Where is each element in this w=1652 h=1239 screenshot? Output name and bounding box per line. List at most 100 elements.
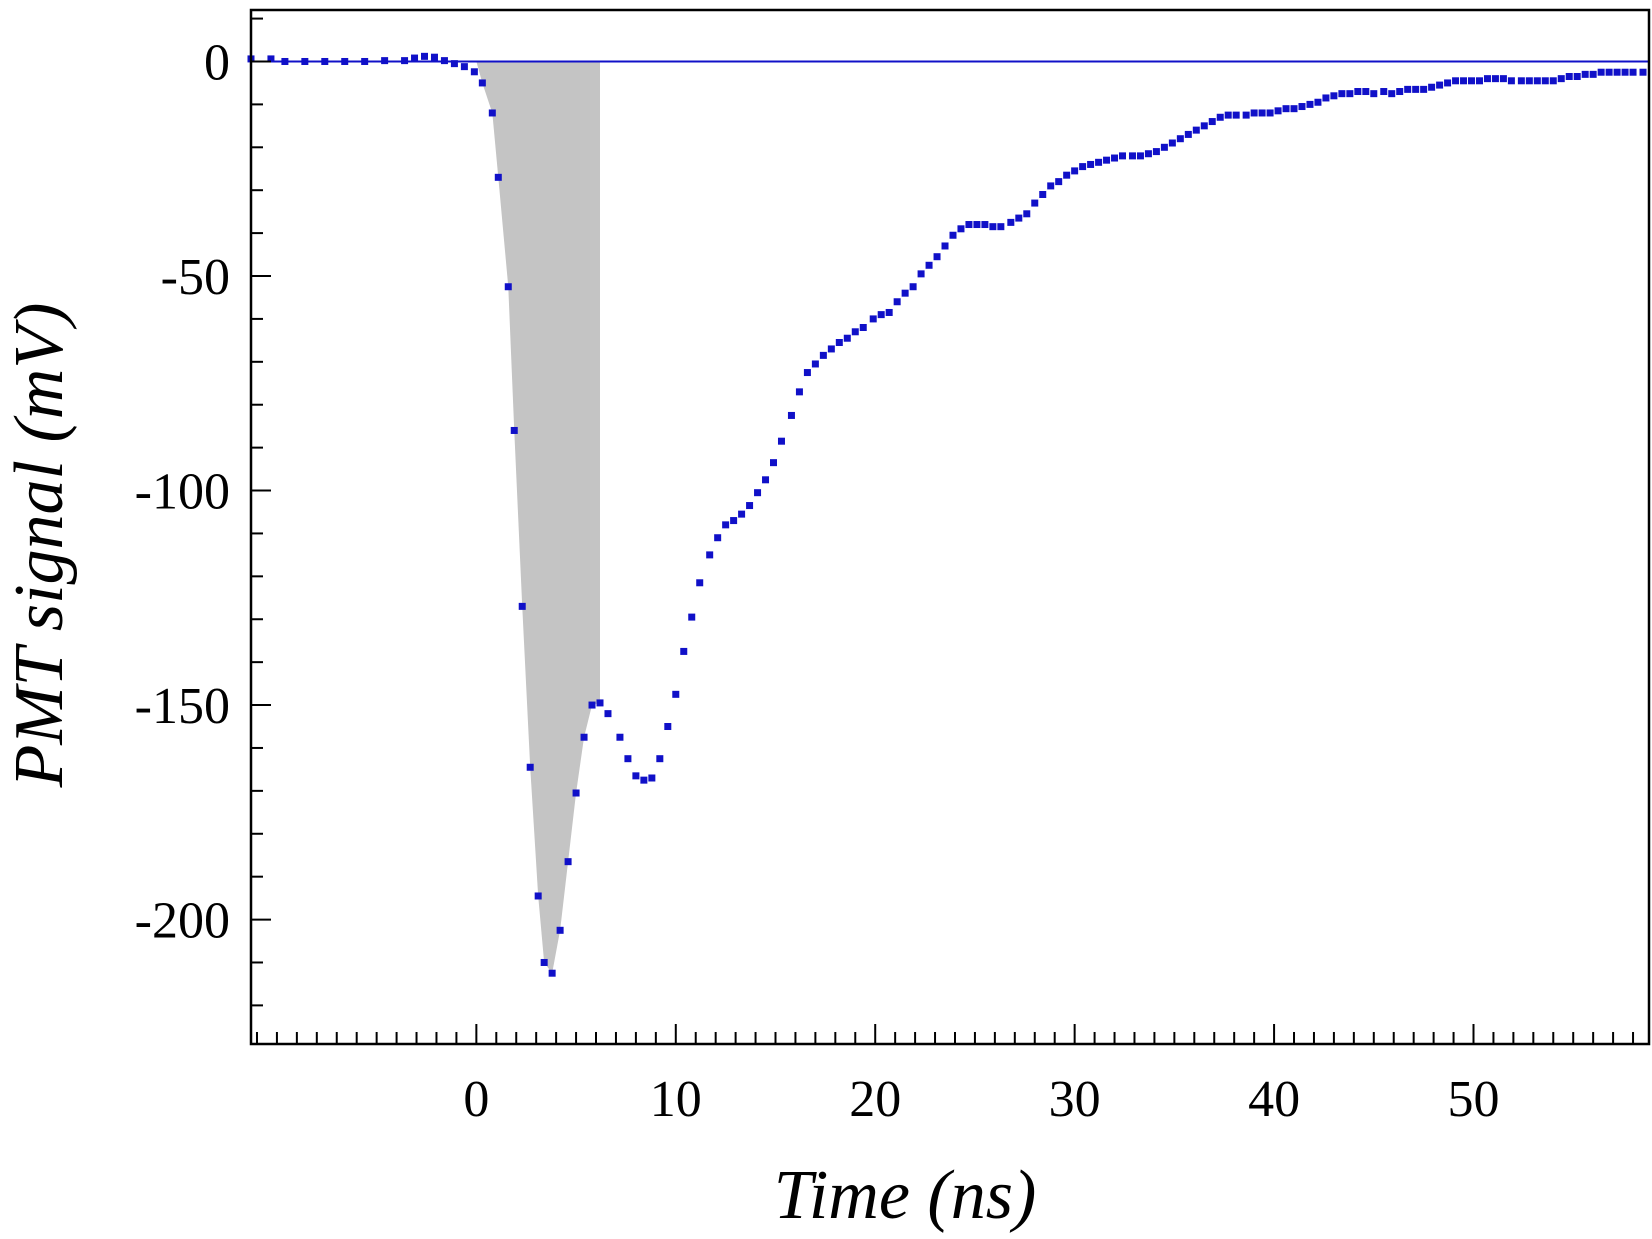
- data-point: [1144, 150, 1152, 158]
- data-point: [1362, 88, 1370, 96]
- data-point: [981, 221, 989, 229]
- data-point: [656, 755, 664, 763]
- data-point: [1282, 105, 1290, 113]
- data-point: [811, 360, 819, 368]
- data-point: [604, 710, 612, 718]
- data-point: [526, 763, 534, 771]
- data-point: [1015, 214, 1023, 222]
- data-point: [1330, 92, 1338, 100]
- data-point: [1549, 77, 1557, 85]
- data-point: [556, 926, 564, 934]
- data-point: [770, 459, 778, 467]
- y-tick-label: -150: [135, 678, 230, 735]
- data-point: [754, 489, 762, 497]
- data-point: [1491, 75, 1499, 83]
- data-point: [321, 57, 329, 65]
- data-point: [1208, 118, 1216, 126]
- data-point: [1533, 77, 1541, 85]
- data-point: [738, 510, 746, 518]
- data-point: [580, 733, 588, 741]
- data-point: [1023, 210, 1031, 218]
- data-point: [540, 958, 548, 966]
- data-point: [909, 283, 917, 291]
- data-point: [381, 57, 389, 65]
- data-point: [1063, 171, 1071, 179]
- data-point: [1507, 77, 1515, 85]
- data-point: [1557, 75, 1565, 83]
- data-point: [632, 772, 640, 780]
- data-point: [1541, 77, 1549, 85]
- data-point: [730, 517, 738, 525]
- data-point: [1071, 167, 1079, 175]
- data-point: [1597, 68, 1605, 76]
- data-point: [1103, 156, 1111, 164]
- x-tick-label: 10: [650, 1071, 702, 1128]
- data-point: [534, 892, 542, 900]
- data-point: [925, 261, 933, 269]
- data-points-layer: [247, 52, 1647, 977]
- data-point: [1152, 148, 1160, 156]
- data-point: [1475, 77, 1483, 85]
- data-point: [1613, 68, 1621, 76]
- data-point: [893, 298, 901, 306]
- data-point: [1232, 111, 1240, 119]
- data-point: [1274, 107, 1282, 115]
- y-tick-label: -50: [161, 249, 230, 306]
- data-point: [777, 437, 785, 445]
- data-point: [1412, 85, 1420, 93]
- data-point: [1039, 190, 1047, 198]
- data-point: [1136, 152, 1144, 160]
- data-point: [341, 57, 349, 65]
- data-point: [588, 701, 596, 709]
- data-point: [696, 579, 704, 587]
- data-point: [430, 53, 438, 61]
- x-axis-title: Time (ns): [774, 1157, 1037, 1234]
- data-point: [941, 242, 949, 250]
- data-point: [1055, 178, 1063, 186]
- data-point: [1111, 154, 1119, 162]
- data-point: [281, 57, 289, 65]
- tick-labels-layer: 0 10 20 30 40 50 0 -50 -100 -150 -200: [135, 34, 1500, 1128]
- data-point: [835, 339, 843, 347]
- data-point: [1436, 81, 1444, 89]
- data-point: [957, 225, 965, 233]
- data-point: [1192, 126, 1200, 134]
- data-point: [1160, 143, 1168, 151]
- data-point: [819, 351, 827, 359]
- plot-frame: [249, 8, 1651, 1046]
- data-point: [1298, 103, 1306, 111]
- data-point: [1460, 77, 1468, 85]
- data-point: [762, 476, 770, 484]
- data-point: [965, 221, 973, 229]
- data-point: [869, 315, 877, 323]
- y-axis-title: PMT signal (mV): [1, 303, 78, 789]
- data-point: [1128, 152, 1136, 160]
- data-point: [917, 270, 925, 278]
- data-point: [1380, 88, 1388, 96]
- data-point: [401, 57, 409, 65]
- data-point: [1396, 88, 1404, 96]
- data-point: [885, 308, 893, 316]
- data-point: [564, 858, 572, 866]
- data-point: [1370, 90, 1378, 98]
- data-point: [1565, 73, 1573, 81]
- data-point: [851, 328, 859, 336]
- data-point: [827, 345, 835, 353]
- data-point: [1200, 122, 1208, 130]
- data-point: [504, 283, 512, 291]
- data-point: [1224, 111, 1232, 119]
- data-point: [722, 521, 730, 529]
- y-tick-label: 0: [204, 34, 230, 91]
- data-point: [596, 699, 604, 707]
- data-point: [933, 253, 941, 261]
- data-point: [877, 311, 885, 319]
- axis-ticks-layer: [251, 17, 1635, 1044]
- data-point: [1525, 77, 1533, 85]
- x-tick-label: 0: [463, 1071, 489, 1128]
- data-point: [1388, 90, 1396, 98]
- data-point: [1452, 77, 1460, 85]
- data-point: [267, 55, 275, 63]
- data-point: [843, 334, 851, 342]
- shaded-integration-area: [476, 61, 601, 974]
- data-point: [680, 647, 688, 655]
